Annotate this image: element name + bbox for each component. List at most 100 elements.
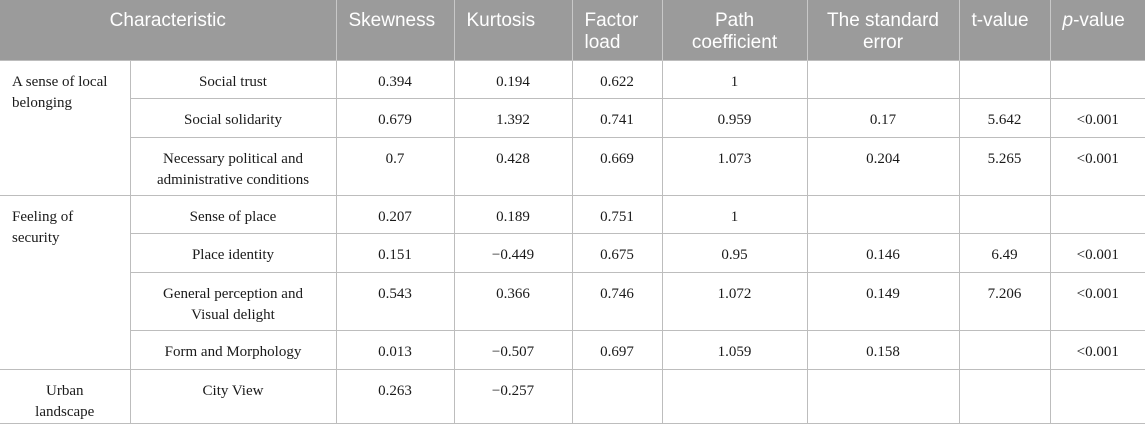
skewness-cell: 0.207 — [335, 194, 455, 234]
header-t-value-label: t-value — [971, 10, 1029, 31]
group-label-line1: Urban — [46, 382, 84, 399]
skewness-cell: 0.151 — [335, 232, 455, 273]
skewness-cell: 0.679 — [335, 97, 455, 138]
standard-error-cell — [806, 59, 960, 99]
standard-error-cell: 0.146 — [806, 232, 960, 273]
header-p-value-italic: p — [1062, 10, 1074, 31]
table-body: A sense of local belonging Social trust 0… — [0, 59, 1145, 424]
standard-error-cell: 0.149 — [806, 271, 960, 331]
header-standard-error-line2: error — [862, 32, 904, 53]
table-row: Urban landscape City View 0.263 −0.257 — [0, 368, 1145, 424]
path-coefficient-cell: 0.95 — [661, 232, 808, 273]
item-label-line2: Visual delight — [191, 306, 275, 323]
group-label-line1: A sense of local — [12, 73, 108, 90]
header-skewness: Skewness — [335, 0, 454, 60]
p-value-cell — [1049, 59, 1145, 99]
t-value-cell — [958, 368, 1051, 424]
skewness-cell: 0.543 — [335, 271, 455, 331]
item-cell: General perception and Visual delight — [130, 271, 337, 331]
factor-load-cell: 0.675 — [571, 232, 663, 273]
header-kurtosis-label: Kurtosis — [466, 10, 536, 31]
p-value-cell — [1049, 368, 1145, 424]
group-label-line1: Feeling of — [12, 208, 74, 225]
path-coefficient-cell: 0.959 — [661, 97, 808, 138]
header-row: Characteristic Skewness Kurtosis Factor l… — [0, 0, 1145, 60]
header-standard-error-line1: The standard — [827, 10, 939, 31]
p-value-cell: <0.001 — [1049, 97, 1145, 138]
path-coefficient-cell: 1 — [661, 194, 808, 234]
path-coefficient-cell: 1.059 — [661, 329, 808, 370]
kurtosis-cell: 0.366 — [453, 271, 573, 331]
item-cell: Sense of place — [129, 194, 337, 234]
t-value-cell: 5.642 — [958, 97, 1051, 138]
t-value-cell — [958, 194, 1051, 234]
item-label: Sense of place — [189, 208, 277, 225]
header-kurtosis: Kurtosis — [453, 0, 572, 60]
header-characteristic: Characteristic — [0, 0, 336, 60]
p-value-cell — [1049, 194, 1145, 234]
header-characteristic-label: Characteristic — [109, 10, 226, 31]
table-row: Social solidarity 0.679 1.392 0.741 0.95… — [0, 97, 1145, 138]
header-skewness-label: Skewness — [348, 10, 436, 31]
table-row: General perception and Visual delight 0.5… — [0, 271, 1145, 331]
item-cell: City View — [129, 368, 337, 424]
header-path-coefficient-line2: coefficient — [691, 32, 778, 53]
header-factor-load: Factor load — [571, 0, 662, 60]
header-standard-error: The standard error — [806, 0, 959, 60]
path-coefficient-cell: 1.072 — [661, 271, 808, 331]
group-label-local-belonging: A sense of local belonging — [0, 59, 131, 196]
item-label-line2: administrative conditions — [156, 171, 310, 188]
item-label: Form and Morphology — [164, 343, 302, 360]
p-value-cell: <0.001 — [1049, 232, 1145, 273]
header-path-coefficient-line1: Path — [714, 10, 755, 31]
item-label-line1: General perception and — [163, 285, 303, 302]
kurtosis-cell: 1.392 — [453, 97, 573, 138]
item-label: Place identity — [191, 246, 275, 263]
skewness-cell: 0.263 — [335, 368, 455, 424]
table-row: Place identity 0.151 −0.449 0.675 0.95 0… — [0, 232, 1145, 273]
standard-error-cell — [806, 368, 960, 424]
header-p-value: p-value — [1049, 0, 1145, 60]
p-value-cell: <0.001 — [1049, 271, 1145, 331]
path-coefficient-cell: 1.073 — [661, 136, 808, 196]
standard-error-cell: 0.204 — [806, 136, 960, 196]
group-label-line2: belonging — [12, 94, 72, 111]
header-factor-load-line2: load — [584, 32, 621, 53]
kurtosis-cell: −0.257 — [453, 368, 573, 424]
item-label-line1: Necessary political and — [163, 150, 303, 167]
standard-error-cell — [806, 194, 960, 234]
t-value-cell — [958, 59, 1051, 99]
table-row: Necessary political and administrative co… — [0, 136, 1145, 196]
skewness-cell: 0.013 — [335, 329, 455, 370]
standard-error-cell: 0.158 — [806, 329, 960, 370]
factor-load-cell: 0.669 — [571, 136, 663, 196]
table-row: Feeling of security Sense of place 0.207 … — [0, 194, 1145, 370]
results-table: Characteristic Skewness Kurtosis Factor l… — [0, 0, 1145, 424]
skewness-cell: 0.7 — [335, 136, 455, 196]
t-value-cell: 7.206 — [958, 271, 1051, 331]
item-cell: Necessary political and administrative co… — [130, 136, 337, 196]
p-value-cell: <0.001 — [1049, 329, 1145, 370]
item-cell: Social trust — [129, 59, 337, 99]
header-path-coefficient: Path coefficient — [661, 0, 807, 60]
header-t-value: t-value — [958, 0, 1050, 60]
factor-load-cell: 0.697 — [571, 329, 663, 370]
p-value-cell: <0.001 — [1049, 136, 1145, 196]
header-factor-load-line1: Factor — [584, 10, 639, 31]
item-cell: Form and Morphology — [130, 329, 337, 370]
group-label-urban-landscape: Urban landscape — [0, 368, 131, 424]
group-label-security: Feeling of security — [0, 194, 131, 370]
group-label-line2: landscape — [35, 403, 95, 420]
kurtosis-cell: 0.194 — [453, 59, 573, 99]
item-label: Social trust — [199, 73, 267, 90]
t-value-cell: 5.265 — [958, 136, 1051, 196]
kurtosis-cell: −0.507 — [453, 329, 573, 370]
t-value-cell — [958, 329, 1051, 370]
item-label: City View — [202, 382, 264, 399]
table-row: Form and Morphology 0.013 −0.507 0.697 1… — [0, 329, 1145, 370]
header-p-value-rest: -value — [1073, 10, 1125, 31]
standard-error-cell: 0.17 — [806, 97, 960, 138]
kurtosis-cell: −0.449 — [453, 232, 573, 273]
item-label: Social solidarity — [184, 111, 282, 128]
factor-load-cell: 0.622 — [571, 59, 663, 99]
